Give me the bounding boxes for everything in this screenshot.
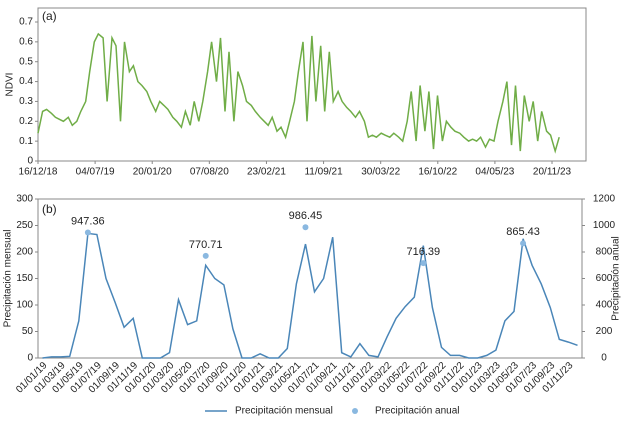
data-label: 770.71	[189, 239, 223, 251]
legend-marker	[352, 408, 358, 414]
y-tick-label: 300	[16, 194, 33, 205]
y-tick-label: 0.3	[19, 96, 33, 107]
x-tick-label: 11/09/21	[304, 167, 343, 178]
data-label: 947.36	[71, 215, 105, 227]
ndvi-line	[37, 32, 560, 154]
y-tick-label: 0.6	[19, 36, 33, 47]
x-tick-label: 23/02/21	[247, 167, 286, 178]
x-tick-label: 07/08/20	[190, 167, 229, 178]
x-tick-label: 04/07/19	[76, 167, 115, 178]
y2-axis-label: Precipitación anual	[611, 236, 622, 321]
y2-tick-label: 400	[596, 300, 613, 311]
panel-label: (b)	[42, 202, 57, 216]
legend-label: Precipitación mensual	[235, 406, 333, 417]
y-tick-label: 50	[22, 326, 34, 337]
y2-tick-label: 1000	[593, 220, 616, 231]
data-label: 865.43	[506, 226, 540, 238]
annual-point	[420, 260, 427, 267]
legend-label: Precipitación anual	[375, 406, 460, 417]
annual-point	[520, 240, 527, 247]
plot-frame	[37, 7, 587, 162]
y-tick-label: 0.5	[19, 56, 33, 67]
y2-tick-label: 1200	[593, 194, 616, 205]
y-axis-label: NDVI	[5, 73, 16, 97]
y-tick-label: 100	[16, 300, 33, 311]
y-tick-label: 0.2	[19, 116, 33, 127]
y-tick-label: 0.1	[19, 136, 33, 147]
y-tick-label: 150	[16, 273, 33, 284]
x-tick-label: 20/01/20	[133, 167, 172, 178]
data-label: 716.39	[407, 246, 441, 258]
y2-tick-label: 800	[596, 247, 613, 258]
annual-point	[202, 252, 209, 259]
annual-point	[84, 229, 91, 236]
x-tick-label: 04/05/23	[475, 167, 514, 178]
y-tick-label: 250	[16, 220, 33, 231]
annual-point	[302, 224, 309, 231]
y-tick-label: 200	[16, 247, 33, 258]
y-tick-label: 0.4	[19, 76, 33, 87]
x-tick-label: 20/11/23	[533, 167, 572, 178]
y2-tick-label: 600	[596, 273, 613, 284]
x-tick-label: 16/12/18	[19, 167, 58, 178]
x-tick-label: 16/10/22	[418, 167, 457, 178]
x-tick-label: 30/03/22	[361, 167, 400, 178]
panel-label: (a)	[42, 9, 57, 23]
y-tick-label: 0	[27, 353, 33, 364]
monthly-line	[42, 232, 578, 359]
y2-tick-label: 200	[596, 326, 613, 337]
y-axis-label: Precipitación mensual	[3, 230, 14, 328]
data-label: 986.45	[289, 210, 323, 222]
y-tick-label: 0.7	[19, 17, 33, 28]
y-tick-label: 0	[27, 156, 33, 167]
y2-tick-label: 0	[601, 353, 607, 364]
